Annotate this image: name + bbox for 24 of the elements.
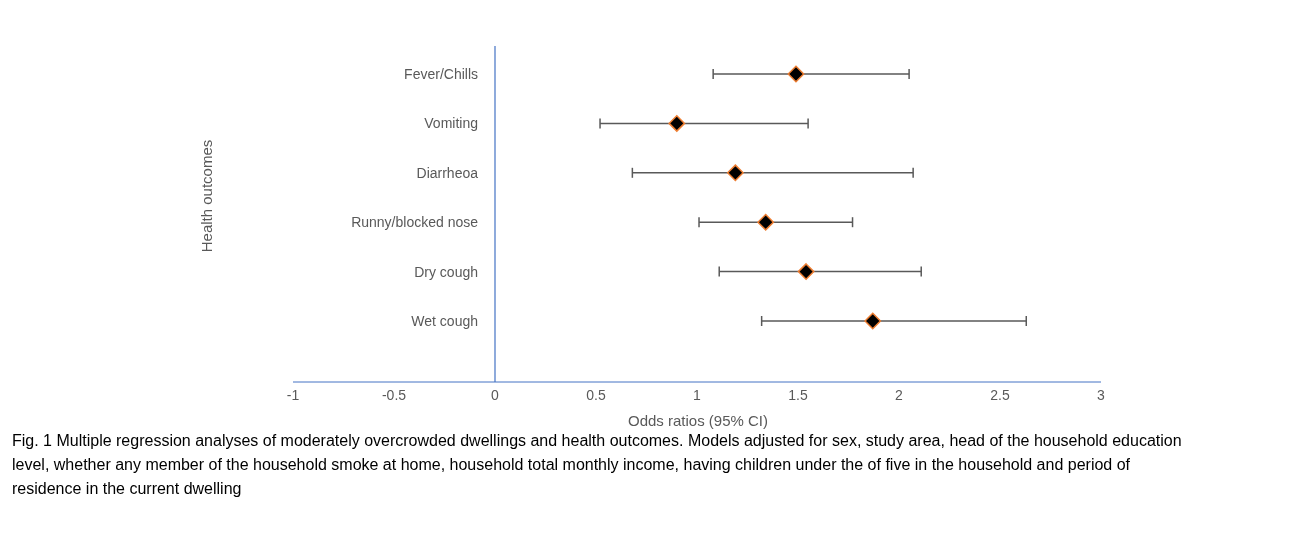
- point: [797, 263, 815, 281]
- x-tick-label: -1: [286, 387, 300, 403]
- x-tick-label: -0.5: [381, 387, 407, 403]
- point: [668, 114, 686, 132]
- y-axis-title: Health outcomes: [198, 139, 215, 253]
- point: [787, 65, 805, 83]
- x-tick-label: 2: [895, 387, 904, 403]
- x-tick-label: 2.5: [990, 387, 1010, 403]
- x-tick-label: 3: [1097, 387, 1106, 403]
- x-tick-label: 0.5: [586, 387, 606, 403]
- y-tick-label: Runny/blocked nose: [351, 214, 479, 231]
- x-axis-title: Odds ratios (95% CI): [627, 412, 769, 429]
- y-tick-label: Dry cough: [414, 263, 478, 280]
- point: [726, 164, 744, 182]
- caption: Fig. 1 Multiple regression analyses of moderately overcrowded dwellings and health outcomes. Models adjusted for sex, study area, head of the household education level, whether any member of the household smoke at home, household total monthly income, having children under the of five in the household and period of residence in the current dwelling: [12, 432, 1182, 497]
- y-tick-label: Vomiting: [424, 115, 478, 132]
- y-tick-label: Diarrheoa: [416, 164, 479, 181]
- y-tick-label: Wet cough: [411, 313, 478, 329]
- x-tick-label: 1: [693, 387, 702, 403]
- point: [757, 213, 775, 231]
- point: [864, 312, 882, 330]
- x-tick-label: 1.5: [788, 387, 808, 403]
- x-tick-label: 0: [491, 387, 500, 403]
- y-tick-label: Fever/Chills: [404, 66, 478, 82]
